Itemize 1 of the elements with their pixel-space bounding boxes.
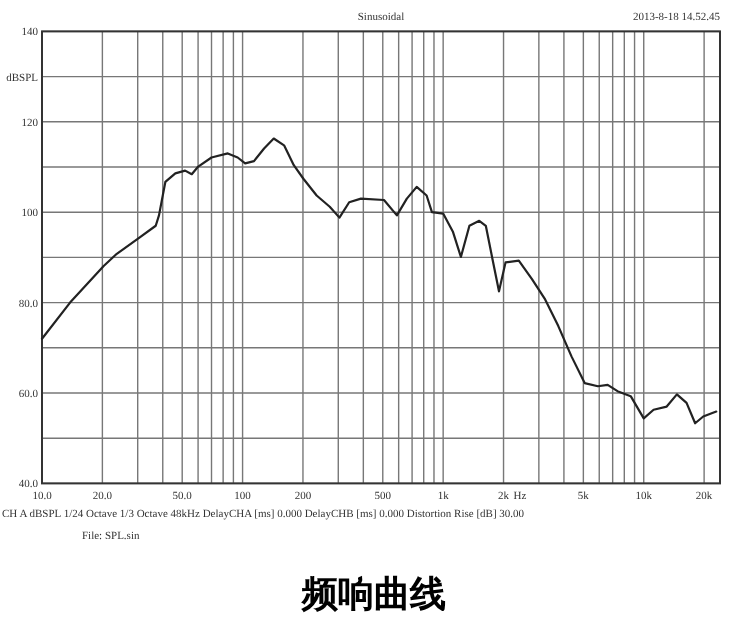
text: 频响曲线 — [300, 574, 446, 614]
